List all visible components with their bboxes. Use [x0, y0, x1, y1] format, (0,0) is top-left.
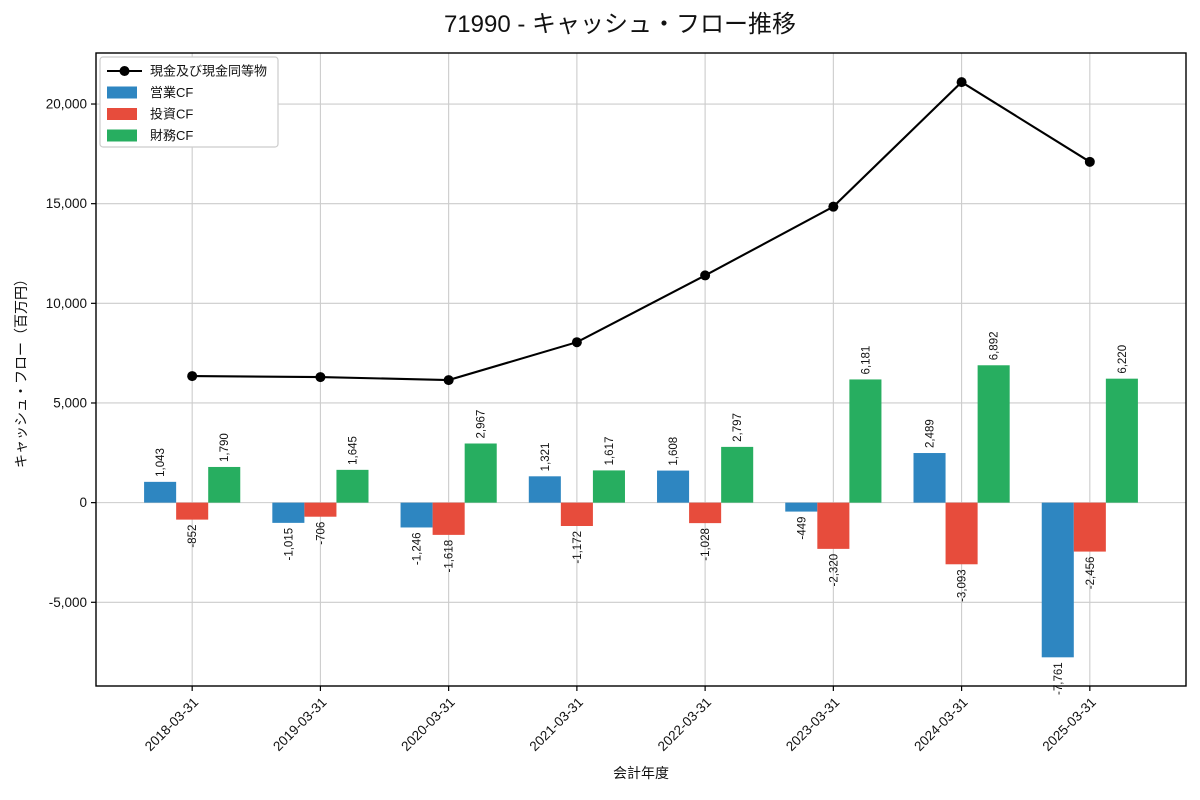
y-axis-label: キャッシュ・フロー（百万円）: [13, 272, 29, 468]
bar-operating-cf: [400, 502, 433, 528]
bar-value-label: -2,456: [1085, 557, 1097, 590]
x-axis-label: 会計年度: [613, 765, 669, 781]
bar-financing-cf: [592, 470, 625, 503]
legend-swatch-operating-cf: [107, 86, 137, 99]
legend-swatch-investing-cf: [107, 108, 137, 120]
y-tick-label: 0: [79, 495, 87, 510]
bar-value-label: 2,967: [476, 410, 488, 439]
bar-value-label: -1,618: [444, 540, 456, 573]
bar-value-label: 6,892: [989, 331, 1001, 360]
bar-value-label: -3,093: [957, 569, 969, 602]
bar-operating-cf: [272, 502, 305, 523]
cash-equivalents-marker: [700, 270, 711, 281]
plot-frame: [95, 52, 1187, 687]
y-tick-label: -5,000: [49, 595, 87, 610]
line-layer: [187, 77, 1095, 386]
bar-value-label: 1,608: [668, 437, 680, 466]
bar-investing-cf: [432, 502, 465, 535]
cash-equivalents-marker: [956, 77, 967, 88]
y-tick-label: 10,000: [46, 296, 87, 311]
bar-value-label: 6,220: [1117, 345, 1129, 374]
cash-equivalents-marker: [571, 337, 582, 348]
chart-title: 71990 - キャッシュ・フロー推移: [444, 11, 796, 38]
bar-investing-cf: [689, 502, 722, 524]
tick-layer: -5,000 0 5,000 10,000 15,000 20,000 2018-03-31…: [46, 97, 1099, 754]
legend-line-marker: [119, 66, 130, 76]
bar-value-label: 1,321: [540, 443, 552, 472]
bar-value-label: 2,797: [732, 413, 744, 442]
x-tick-label: 2018-03-31: [142, 695, 201, 754]
legend-label-cash-equivalents: 現金及び現金同等物: [150, 64, 267, 79]
bar-value-label: -706: [315, 522, 327, 545]
x-tick-label: 2020-03-31: [398, 695, 457, 754]
bar-investing-cf: [560, 502, 593, 526]
bar-value-label: -1,015: [283, 528, 295, 561]
bar-investing-cf: [176, 502, 209, 520]
legend-label-financing-cf: 財務CF: [150, 128, 193, 143]
bar-operating-cf: [1041, 502, 1074, 658]
y-tick-label: 20,000: [46, 97, 87, 112]
legend-swatch-financing-cf: [107, 129, 137, 142]
bar-investing-cf: [1073, 502, 1106, 552]
bar-value-label: -1,028: [700, 528, 712, 561]
y-tick-label: 5,000: [53, 395, 87, 410]
bar-operating-cf: [144, 481, 177, 503]
y-tick-label: 15,000: [46, 196, 87, 211]
cash-equivalents-line: [192, 80, 1091, 382]
legend-box: [99, 56, 279, 148]
bar-value-label: 1,617: [604, 437, 616, 466]
bar-operating-cf: [657, 470, 690, 503]
bar-operating-cf: [528, 476, 561, 503]
grid-layer: [96, 53, 1186, 686]
cash-equivalents-marker: [828, 201, 839, 212]
legend-label-operating-cf: 営業CF: [150, 85, 193, 100]
axes-frame-layer: [95, 52, 1187, 687]
bar-financing-cf: [721, 446, 754, 503]
bar-value-label: -7,761: [1053, 662, 1065, 695]
bar-value-label: -1,172: [572, 531, 584, 564]
bar-investing-cf: [304, 502, 337, 517]
bar-financing-cf: [208, 466, 241, 503]
x-tick-label: 2023-03-31: [783, 695, 842, 754]
bar-value-label: 1,043: [155, 448, 167, 477]
x-tick-label: 2024-03-31: [911, 695, 970, 754]
bar-value-label: -852: [187, 525, 199, 548]
bar-financing-cf: [849, 379, 882, 503]
x-tick-label: 2021-03-31: [527, 695, 586, 754]
bar-value-label: -449: [796, 517, 808, 540]
bar-financing-cf: [1105, 378, 1138, 503]
bars-layer: [144, 365, 1138, 658]
bar-value-label: 1,645: [347, 436, 359, 465]
bar-value-label: -1,246: [412, 532, 424, 565]
cash-equivalents-marker: [315, 372, 326, 383]
bar-financing-cf: [464, 443, 497, 503]
bar-value-label: 6,181: [860, 346, 872, 375]
bar-value-labels-layer: 1,043 -1,015 -1,246 1,321 1,608 -449 2,489 -7,7…: [155, 331, 1129, 694]
cash-equivalents-marker: [187, 371, 198, 382]
bar-investing-cf: [945, 502, 978, 565]
x-tick-label: 2019-03-31: [270, 695, 329, 754]
bar-value-label: -2,320: [828, 554, 840, 587]
x-tick-label: 2025-03-31: [1040, 695, 1099, 754]
bar-value-label: 2,489: [925, 419, 937, 448]
bar-investing-cf: [817, 502, 850, 549]
bar-financing-cf: [336, 469, 369, 503]
bar-operating-cf: [785, 502, 818, 512]
cash-equivalents-marker: [443, 375, 454, 386]
bar-financing-cf: [977, 365, 1010, 503]
x-tick-label: 2022-03-31: [655, 695, 714, 754]
bar-value-label: 1,790: [219, 433, 231, 462]
cash-equivalents-marker: [1084, 156, 1095, 167]
legend-label-investing-cf: 投資CF: [150, 107, 193, 122]
bar-operating-cf: [913, 453, 946, 503]
